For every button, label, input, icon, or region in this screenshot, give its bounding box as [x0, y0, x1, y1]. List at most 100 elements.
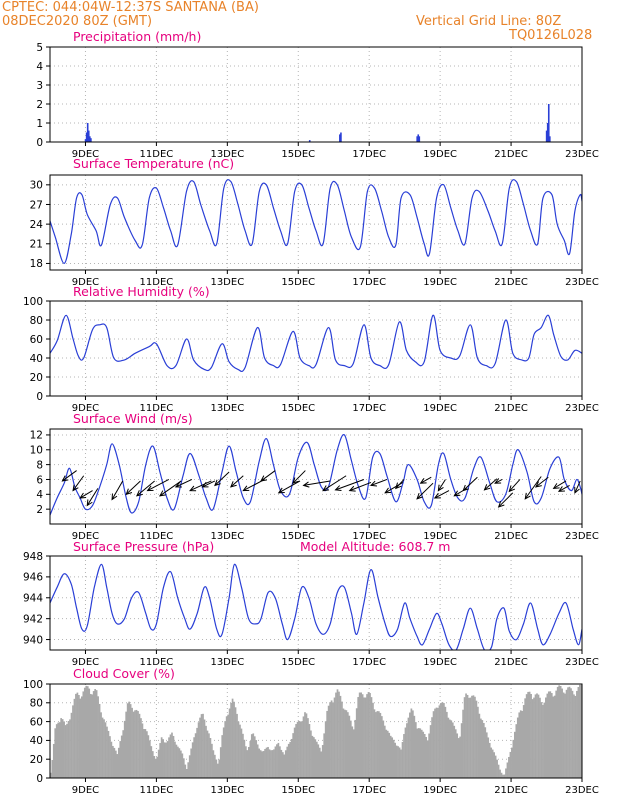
- cloud-bar: [361, 694, 364, 778]
- cloud-bar: [169, 734, 172, 778]
- cloud-bar: [301, 721, 303, 778]
- cloud-bar: [79, 698, 82, 778]
- wind-vector: [349, 481, 372, 492]
- cloud-bar: [193, 737, 196, 778]
- wind-arrowhead: [483, 484, 491, 491]
- wind-vector: [370, 479, 388, 486]
- cloud-bar: [156, 756, 159, 778]
- x-tick-label: 21DEC: [494, 531, 528, 542]
- cloud-bar: [174, 741, 176, 778]
- cloud-bar: [208, 733, 210, 778]
- cloud-bar: [519, 710, 522, 778]
- run-code-label: TQ0126L028: [509, 28, 593, 43]
- cloud-bar: [513, 731, 516, 778]
- cloud-bar: [459, 736, 462, 778]
- x-tick-label: 15DEC: [281, 531, 315, 542]
- cloud-bar: [521, 710, 524, 778]
- wind-arrowhead: [494, 478, 502, 484]
- x-tick-label: 13DEC: [210, 657, 244, 668]
- wind-arrowhead: [574, 486, 580, 494]
- cloud-bar: [400, 749, 402, 778]
- cloud-bar: [552, 696, 555, 778]
- cloud-bar: [166, 741, 169, 778]
- cloud-bar: [482, 723, 485, 778]
- x-tick-label: 13DEC: [210, 785, 244, 796]
- precip-bar: [545, 130, 548, 142]
- cloud-bar: [236, 713, 238, 778]
- cloud-bar: [409, 712, 411, 778]
- x-tick-label: 19DEC: [423, 785, 457, 796]
- cloud-bar: [78, 695, 80, 778]
- cloud-bar: [194, 733, 197, 778]
- cloud-bar: [296, 721, 299, 778]
- cloud-bar: [205, 725, 207, 778]
- cloud-bar: [307, 718, 309, 778]
- cloud-bar: [528, 691, 531, 778]
- wind-arrowhead: [395, 482, 402, 490]
- y-tick-label: 2: [36, 99, 43, 111]
- cloud-bar: [565, 689, 568, 778]
- cloud-bar: [317, 744, 320, 778]
- y-tick-label: 40: [30, 735, 43, 747]
- cloud-bar: [479, 718, 482, 778]
- wind-arrowhead: [125, 488, 133, 496]
- cloud-bar: [131, 707, 133, 778]
- cloud-bar: [460, 723, 463, 778]
- cloud-bar: [140, 718, 142, 778]
- cloud-bar: [496, 759, 498, 778]
- cloud-bar: [311, 735, 314, 778]
- wind-arrowhead: [174, 481, 182, 488]
- cloud-bar: [571, 690, 574, 778]
- cloud-bar: [525, 694, 528, 778]
- cloud-bar: [509, 751, 512, 778]
- cloud-bar: [222, 727, 225, 778]
- wind-vector: [125, 480, 141, 495]
- cloud-bar: [469, 697, 472, 778]
- cloud-bar: [440, 703, 442, 778]
- x-tick-label: 11DEC: [140, 149, 174, 160]
- cloud-bar: [191, 742, 194, 778]
- cloud-bar: [135, 709, 138, 778]
- cloud-bar: [323, 733, 326, 778]
- grid-note-label: Vertical Grid Line: 80Z: [416, 14, 562, 29]
- cloud-bar: [500, 772, 503, 778]
- y-tick-label: 944: [23, 593, 43, 605]
- wind-arrowhead: [557, 486, 565, 492]
- cloud-bar: [298, 720, 300, 778]
- cloud-bar: [94, 689, 96, 778]
- cloud-bar: [51, 760, 54, 778]
- cloud-bar: [76, 692, 79, 778]
- wind-arrowhead: [146, 485, 154, 492]
- cloud-bar: [335, 692, 337, 778]
- wind-vector: [498, 492, 514, 508]
- x-tick-label: 23DEC: [565, 657, 599, 668]
- cloud-bar: [243, 739, 246, 778]
- y-tick-label: 80: [30, 698, 43, 710]
- cloud-bar: [398, 747, 401, 778]
- cloud-bar: [91, 694, 94, 778]
- panel-title: Surface Wind (m/s): [73, 411, 193, 426]
- cloud-bar: [218, 759, 221, 778]
- cloud-bar: [114, 750, 117, 778]
- cloud-bar: [318, 747, 321, 778]
- cloud-bar: [327, 705, 330, 778]
- wind-arrowhead: [159, 490, 166, 497]
- cloud-bar: [407, 717, 410, 778]
- cloud-bar: [385, 729, 388, 778]
- cloud-bar: [293, 727, 296, 778]
- cloud-bar: [466, 694, 469, 778]
- y-tick-label: 18: [30, 258, 43, 270]
- cloud-bar: [516, 717, 519, 778]
- cloud-bar: [419, 728, 422, 778]
- cloud-bar: [286, 746, 289, 778]
- cloud-bar: [119, 741, 122, 778]
- cloud-bar: [579, 684, 581, 778]
- panel-title: Cloud Cover (%): [73, 666, 175, 681]
- cloud-bar: [261, 751, 263, 778]
- cloud-bar: [253, 736, 256, 778]
- cloud-bar: [561, 688, 563, 778]
- cloud-bar: [434, 708, 436, 778]
- cloud-bar: [247, 746, 250, 778]
- cloud-bar: [141, 723, 144, 778]
- cloud-bar: [573, 694, 575, 778]
